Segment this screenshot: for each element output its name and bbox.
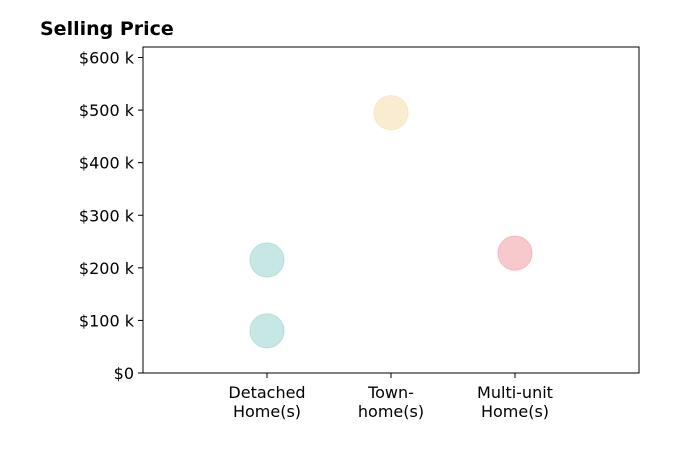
x-tick-label: Multi-unit: [477, 383, 553, 402]
x-tick-label: Home(s): [481, 402, 549, 421]
data-point: [249, 242, 285, 278]
x-tick-label: Town-: [367, 383, 414, 402]
data-point: [497, 235, 533, 271]
data-point: [373, 95, 409, 131]
y-tick-label: $600 k: [79, 49, 135, 68]
y-tick-label: $400 k: [79, 154, 135, 173]
x-tick-label: home(s): [358, 402, 424, 421]
x-tick-label: Detached: [228, 383, 305, 402]
y-tick-label: $500 k: [79, 101, 135, 120]
data-point: [249, 313, 285, 349]
x-tick-label: Home(s): [233, 402, 301, 421]
y-tick-label: $100 k: [79, 311, 135, 330]
y-tick-label: $200 k: [79, 259, 135, 278]
y-tick-label: $0: [114, 364, 134, 383]
plot-area: $0 $100 k $200 k $300 k $400 k $500 k $600 k De…: [79, 46, 640, 421]
y-tick-label: $300 k: [79, 206, 135, 225]
chart-title: Selling Price: [40, 18, 174, 40]
